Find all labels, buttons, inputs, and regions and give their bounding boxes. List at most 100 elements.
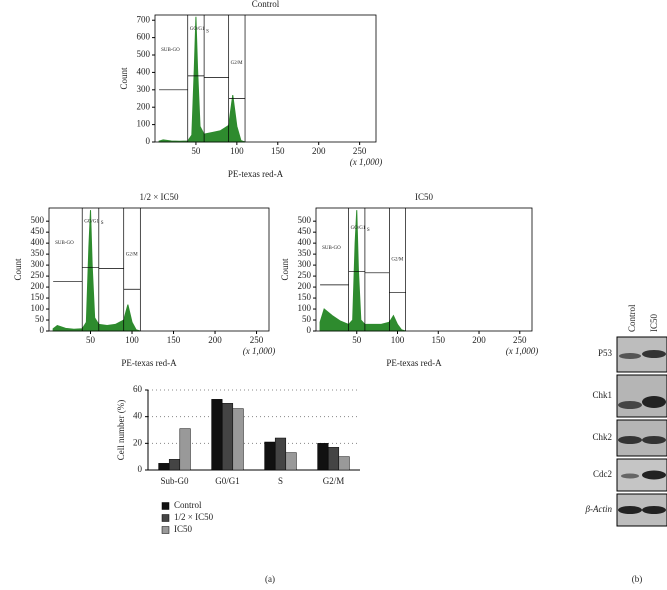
band [642,470,666,480]
legend-label: Control [174,500,202,510]
bar [179,428,191,471]
band [642,350,666,358]
y-tick-label: 500 [31,215,45,225]
y-tick-label: 200 [298,281,312,291]
y-tick-label: 500 [298,215,312,225]
x-tick-label: 150 [167,335,181,345]
gate-label: SUB-GO [322,246,341,251]
gate-label: SUB-GO [55,241,74,246]
y-tick-label: 400 [298,237,312,247]
y-tick-label: 20 [133,437,143,447]
x-tick-label: 150 [432,335,446,345]
gate-label: GO/G1 [351,226,366,231]
western-blot: Control IC50 P53 Chk1 Chk2 Cdc2 β-Actin [585,304,667,527]
x-unit: (x 1,000) [506,346,539,356]
plot-frame [48,207,270,332]
y-tick-label: 200 [137,101,151,111]
x-tick-label: 50 [86,335,96,345]
chart-title: Control [252,0,280,9]
x-tick-label: G2/M [323,476,345,486]
x-tick-label: 150 [271,146,285,156]
blot-row: Chk1 [592,390,612,400]
legend-label: 1/2 × IC50 [174,512,214,522]
x-tick-label: 200 [208,335,222,345]
gate-label: G2/M [126,253,139,258]
chart-title: 1/2 × IC50 [139,192,179,202]
gate-label: S [367,228,370,233]
y-tick-label: 0 [138,464,143,474]
x-tick-label: 250 [353,146,367,156]
x-tick-label: 100 [391,335,405,345]
y-tick-label: 0 [307,325,312,335]
chart-title: IC50 [415,192,434,202]
band [642,396,666,408]
x-unit: (x 1,000) [350,157,383,167]
panel-label: (b) [632,574,643,584]
y-tick-label: 40 [133,411,143,421]
band [618,401,642,409]
y-tick-label: 350 [31,248,45,258]
plot-frame [315,207,533,332]
y-tick-label: 100 [137,119,151,129]
y-tick-label: 100 [298,303,312,313]
y-tick-label: 450 [31,226,45,236]
y-axis-label: Cell number (%) [116,400,126,460]
histogram-area [319,210,406,332]
y-tick-label: 700 [137,14,151,24]
y-tick-label: 300 [298,259,312,269]
legend-label: IC50 [174,524,193,534]
band [618,506,642,514]
bar [221,403,234,471]
y-tick-label: 250 [298,270,312,280]
x-tick-label: S [278,476,283,486]
blot-row: P53 [598,348,613,358]
legend-swatch [161,526,170,534]
y-tick-label: 600 [137,32,151,42]
plot-frame [154,14,377,143]
x-tick-label: 200 [312,146,326,156]
legend-swatch [161,502,170,510]
gate-label: GO/G1 [84,220,99,225]
y-axis-label: Count [13,258,23,281]
y-tick-label: 150 [31,292,45,302]
x-tick-label: Sub-G0 [160,476,189,486]
bar [338,456,350,471]
x-tick-label: 100 [230,146,244,156]
y-tick-label: 200 [31,281,45,291]
x-tick-label: 200 [472,335,486,345]
band [621,473,639,479]
x-tick-label: 50 [191,146,201,156]
blot-column: IC50 [649,314,659,333]
bar [168,459,181,471]
y-tick-label: 60 [133,384,143,394]
y-tick-label: 350 [298,248,312,258]
y-axis-label: Count [119,67,129,90]
y-tick-label: 500 [137,49,151,59]
bar [285,452,297,471]
band [619,353,641,359]
band [642,436,666,444]
bar [274,437,287,471]
band [642,506,666,514]
x-tick-label: 250 [250,335,264,345]
x-axis-label: PE-texas red-A [386,358,442,368]
gate-label: G2/M [391,257,404,262]
x-tick-label: 50 [352,335,362,345]
gate-label: G2/M [231,61,244,66]
y-tick-label: 50 [35,314,45,324]
gate-label: SUB-GO [161,48,180,53]
bar [317,443,329,471]
band [618,436,642,444]
y-tick-label: 400 [31,237,45,247]
blot-row: Chk2 [592,432,612,442]
bar [158,463,170,471]
blot-column: Control [627,304,637,332]
x-tick-label: G0/G1 [215,476,240,486]
bar [211,399,223,471]
gate-label: S [101,221,104,226]
y-tick-label: 50 [302,314,312,324]
y-tick-label: 300 [31,259,45,269]
blot-row: Cdc2 [593,469,612,479]
bar [264,441,276,471]
bar [232,408,244,471]
